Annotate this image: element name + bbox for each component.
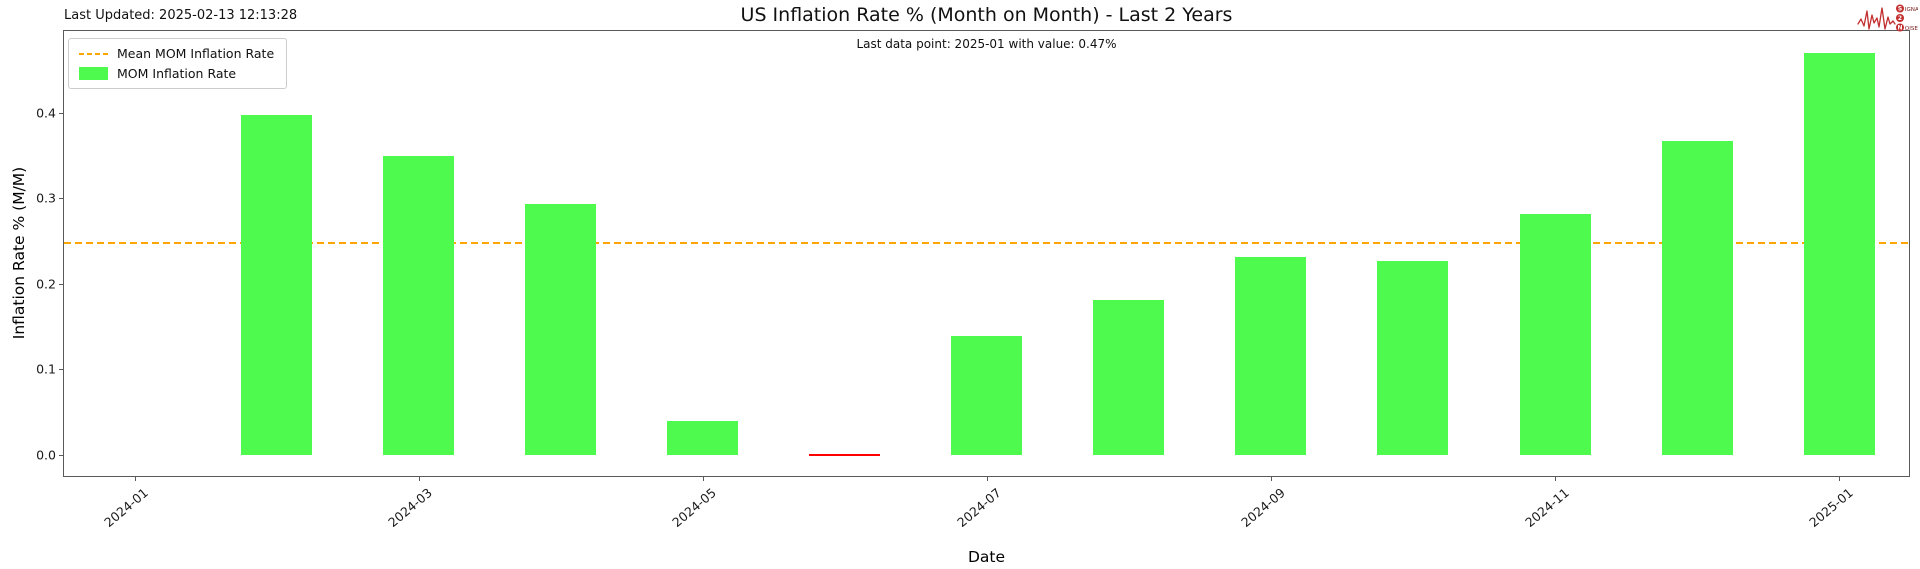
chart-subtitle: Last data point: 2025-01 with value: 0.4… [856,37,1117,51]
x-tick-mark [418,477,420,481]
legend-item-series: MOM Inflation Rate [79,66,274,81]
last-updated-text: Last Updated: 2025-02-13 12:13:28 [64,8,298,23]
svg-text:2: 2 [1898,15,1902,22]
signal2noise-logo: S IGNAL 2 N OISE [1856,2,1920,35]
bar-2024-02 [241,114,313,455]
y-tick-label: 0.4 [36,105,56,121]
bar-2025-01 [1803,53,1875,455]
y-tick-label: 0.2 [36,276,56,292]
x-tick-mark [1839,477,1841,481]
mean-line [64,241,1909,244]
bar-2024-03 [383,156,455,455]
x-tick-mark [1270,477,1272,481]
bar-2024-05 [667,420,739,455]
x-tick-mark [702,477,704,481]
x-tick-label: 2024-01 [101,485,152,531]
svg-text:IGNAL: IGNAL [1905,7,1918,13]
logo-graphic: S IGNAL 2 N OISE [1857,4,1920,32]
y-tick-mark [59,283,63,285]
y-tick-mark [59,454,63,456]
y-tick-mark [59,369,63,371]
y-tick-mark [59,198,63,200]
y-tick-label: 0.3 [36,190,56,206]
legend-item-label: Mean MOM Inflation Rate [117,46,275,61]
bar-2024-10 [1377,260,1449,455]
bar-swatch [79,67,108,80]
y-tick-label: 0.1 [36,361,56,377]
x-tick-label: 2024-07 [953,485,1004,531]
legend-item-mean: Mean MOM Inflation Rate [79,46,274,61]
legend-item-label: MOM Inflation Rate [117,66,237,81]
x-tick-mark [986,477,988,481]
bar-2024-08 [1093,300,1165,455]
x-tick-label: 2024-03 [385,485,436,531]
x-tick-label: 2024-05 [669,485,720,531]
svg-text:N: N [1897,25,1902,32]
bar-2024-11 [1519,213,1591,455]
pulse-waveform-icon [1857,7,1896,30]
bar-2024-12 [1661,141,1733,455]
mean-line-swatch [79,52,108,55]
y-tick-mark [59,112,63,114]
bar-2024-04 [525,204,597,455]
legend-box: Mean MOM Inflation Rate MOM Inflation Ra… [68,38,288,89]
bar-2024-06 [809,453,881,457]
bar-2024-09 [1235,257,1307,455]
y-tick-label: 0.0 [36,447,56,463]
bar-2024-07 [951,335,1023,455]
x-axis-label: Date [967,548,1006,566]
svg-text:OISE: OISE [1905,26,1918,32]
x-tick-label: 2025-01 [1806,485,1856,531]
chart-title: US Inflation Rate % (Month on Month) - L… [740,4,1233,26]
x-tick-label: 2024-11 [1521,485,1572,531]
x-tick-mark [134,477,136,481]
svg-text:S: S [1898,6,1902,13]
x-tick-mark [1555,477,1556,481]
x-tick-label: 2024-09 [1237,485,1288,531]
